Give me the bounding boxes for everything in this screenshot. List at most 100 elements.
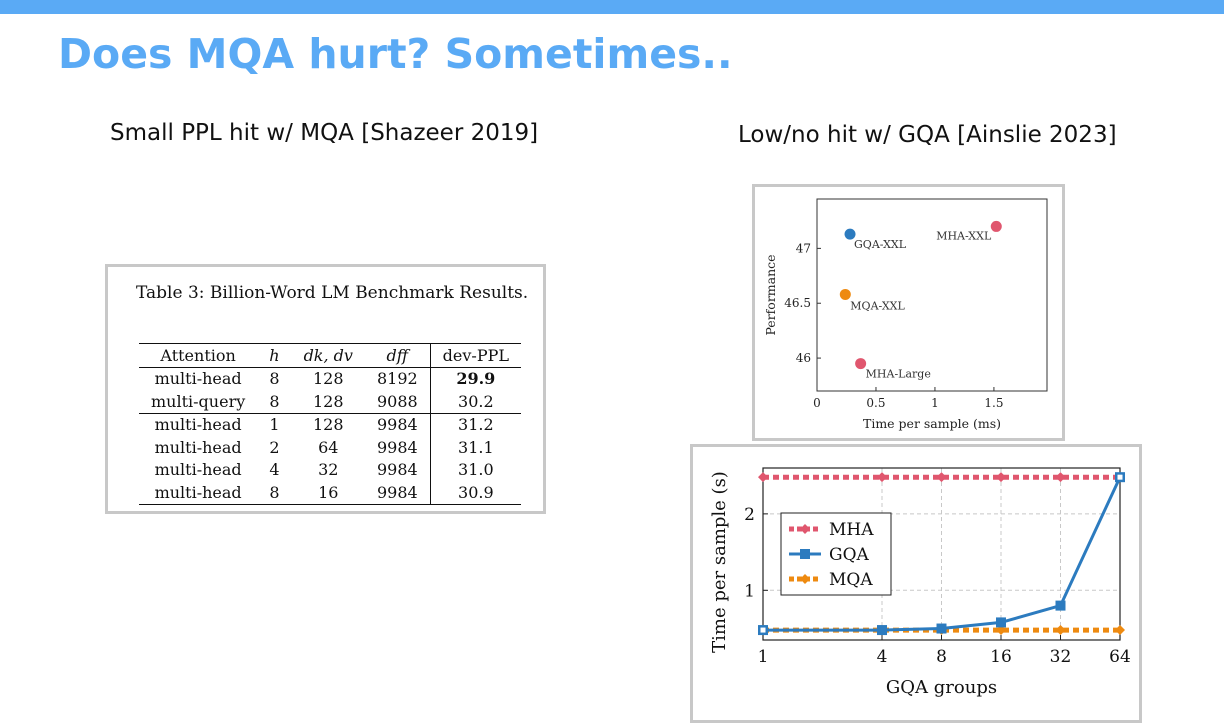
gqa-marker: [877, 625, 887, 636]
line-x-axis-label: GQA groups: [886, 677, 997, 698]
scatter-y-tick-label: 47: [796, 241, 811, 255]
scatter-y-tick-label: 46: [796, 351, 811, 365]
cell-attention: multi-head: [154, 437, 242, 457]
cell-attention: multi-query: [151, 391, 246, 411]
cell-dev-ppl: 30.2: [429, 390, 521, 413]
mha-marker: [936, 472, 947, 483]
scatter-plot-area: [816, 198, 1048, 392]
scatter-y-axis-label: Performance: [763, 254, 778, 335]
table-row: multi-head 8 16 9984 30.9: [139, 481, 521, 505]
line-y-axis-label: Time per sample (s): [709, 471, 730, 653]
scatter-x-tick-label: 0: [813, 396, 821, 410]
cell-dev-ppl: 29.9: [429, 367, 521, 390]
legend-marker-mqa: [800, 574, 810, 584]
gqa-marker: [1055, 600, 1066, 611]
cell-dff: 9984: [376, 437, 418, 457]
gqa-marker: [936, 623, 947, 634]
table-caption: Table 3: Billion-Word LM Benchmark Resul…: [136, 283, 529, 303]
scatter-point-label: MQA-XXL: [850, 299, 905, 312]
cell-attention: multi-head: [154, 460, 242, 480]
line-y-tick-label: 2: [744, 505, 755, 525]
cell-dev-ppl: 31.2: [429, 412, 521, 436]
cell-dev-ppl: 31.0: [429, 458, 521, 481]
table-row: multi-head 8 128 8192 29.9: [139, 367, 521, 390]
cell-h: 4: [269, 460, 280, 480]
mqa-marker: [1115, 625, 1125, 636]
cell-attention: multi-head: [139, 481, 258, 505]
cell-dev-ppl: 30.9: [429, 481, 521, 505]
cell-attention: multi-head: [154, 369, 242, 389]
benchmark-table: Attention h dk, dv dff dev-PPL multi-hea…: [139, 343, 521, 505]
line-x-tick-label: 32: [1050, 647, 1072, 667]
scatter-x-axis-label: Time per sample (ms): [863, 416, 1001, 431]
line-chart: 1 4 8 16 32 64 1 2 GQA groups Time per sample (s)…: [709, 467, 1131, 698]
gqa-marker-highlight: [760, 627, 766, 633]
cell-h: 2: [269, 437, 280, 457]
header-h: h: [257, 343, 292, 368]
table-row: multi-head 2 64 9984 31.1: [139, 436, 521, 459]
line-x-tick-label: 8: [936, 647, 947, 667]
mha-marker: [758, 472, 768, 483]
cell-dk-dv: 64: [318, 437, 339, 457]
mqa-marker: [996, 625, 1006, 636]
gqa-marker: [996, 617, 1006, 628]
left-subtitle: Small PPL hit w/ MQA [Shazeer 2019]: [110, 120, 539, 146]
scatter-x-tick-label: 1: [931, 396, 939, 410]
cell-dk-dv: 128: [312, 391, 344, 411]
scatter-point: [990, 220, 1002, 232]
scatter-x-tick-label: 1.5: [984, 396, 1003, 410]
cell-dff: 8192: [376, 369, 418, 389]
scatter-point: [855, 358, 867, 370]
gqa-marker-highlight: [1117, 474, 1123, 480]
header-dev-ppl: dev-PPL: [429, 343, 521, 368]
cell-dev-ppl: 31.1: [429, 436, 521, 459]
mha-marker: [996, 472, 1006, 483]
scatter-x-tick-label: 0.5: [866, 396, 885, 410]
header-attention: Attention: [139, 343, 258, 368]
top-accent-bar: [0, 0, 1224, 14]
cell-dk-dv: 128: [291, 412, 365, 436]
cell-h: 1: [257, 412, 292, 436]
legend-marker-gqa: [800, 549, 810, 559]
mha-marker: [877, 472, 887, 483]
cell-dk-dv: 128: [312, 369, 344, 389]
benchmark-table-panel: Table 3: Billion-Word LM Benchmark Resul…: [105, 264, 546, 514]
cell-h: 8: [269, 369, 280, 389]
scatter-chart-panel: 0 0.5 1 1.5 46 46.5 47 Time per sample (ms) Perf…: [752, 184, 1065, 441]
mqa-marker: [1055, 625, 1066, 636]
cell-dk-dv: 32: [318, 460, 339, 480]
right-subtitle: Low/no hit w/ GQA [Ainslie 2023]: [738, 122, 1117, 148]
cell-dff: 9984: [364, 412, 431, 436]
cell-dk-dv: 16: [291, 481, 365, 505]
cell-attention: multi-head: [139, 412, 258, 436]
cell-dff: 9984: [376, 460, 418, 480]
scatter-point: [844, 228, 856, 240]
legend-label-gqa: GQA: [829, 545, 870, 565]
cell-h: 8: [269, 391, 280, 411]
scatter-point-label: MHA-XXL: [936, 229, 992, 242]
line-y-tick-label: 1: [744, 581, 755, 601]
scatter-point: [839, 288, 851, 300]
series-line-gqa: [763, 476, 1122, 632]
cell-dff: 9088: [376, 391, 418, 411]
legend-marker-mha: [800, 524, 810, 534]
legend-label-mha: MHA: [829, 520, 874, 540]
table-row: multi-head 4 32 9984 31.0: [139, 458, 521, 481]
mha-marker: [1055, 472, 1066, 483]
line-x-tick-label: 64: [1109, 647, 1131, 667]
slide-title: Does MQA hurt? Sometimes..: [58, 30, 733, 78]
table-row: multi-head 1 128 9984 31.2: [139, 412, 521, 436]
header-dff: dff: [364, 343, 431, 368]
scatter-point-label: GQA-XXL: [854, 238, 907, 251]
scatter-point-label: MHA-Large: [866, 368, 931, 381]
line-x-tick-label: 4: [877, 647, 888, 667]
header-dk-dv: dk, dv: [291, 343, 365, 368]
line-x-tick-label: 16: [990, 647, 1012, 667]
scatter-chart: 0 0.5 1 1.5 46 46.5 47 Time per sample (ms) Perf…: [763, 198, 1048, 431]
line-chart-panel: 1 4 8 16 32 64 1 2 GQA groups Time per sample (s)…: [690, 444, 1142, 723]
scatter-y-tick-label: 46.5: [784, 296, 811, 310]
line-x-tick-label: 1: [758, 647, 769, 667]
table-header-row: Attention h dk, dv dff dev-PPL: [139, 343, 521, 368]
table-row: multi-query 8 128 9088 30.2: [139, 390, 521, 413]
cell-h: 8: [257, 481, 292, 505]
